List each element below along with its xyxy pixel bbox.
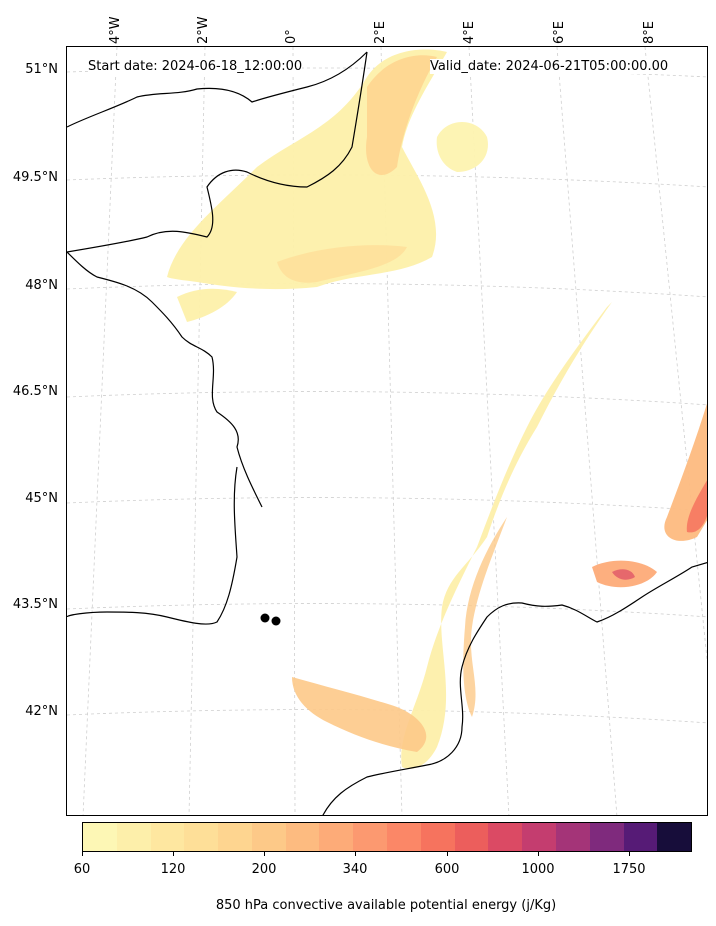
colorbar-tickmark: [82, 852, 83, 856]
gridline-lon-4e: [468, 47, 510, 815]
lat-label-42: 42°N: [25, 704, 58, 719]
colorbar-cell: [116, 823, 151, 851]
lon-label-4w: 4°W: [108, 16, 123, 44]
gridline-lon-6e: [556, 47, 618, 815]
lon-label-2e: 2°E: [373, 21, 388, 44]
colorbar-cell: [184, 823, 219, 851]
cape-region-east-core: [686, 480, 707, 533]
cape-region-belgium: [436, 122, 488, 172]
gridline-lon-4w: [82, 47, 118, 815]
colorbar-tick-label: 340: [342, 862, 368, 877]
coastline-channel: [67, 51, 368, 253]
station-marker: [260, 613, 270, 623]
colorbar-tick-label: 600: [434, 862, 460, 877]
colorbar-tick-label: 1750: [612, 862, 646, 877]
colorbar: [82, 822, 692, 852]
gridline-lat-48: [67, 283, 707, 298]
colorbar-cell: [285, 823, 320, 851]
map-canvas[interactable]: [67, 47, 708, 816]
lat-label-48: 48°N: [25, 278, 58, 293]
colorbar-tick-label: 120: [160, 862, 186, 877]
cape-region-north-core: [366, 55, 437, 176]
colorbar-cell: [353, 823, 388, 851]
colorbar-tickmark: [173, 852, 174, 856]
colorbar-cell: [218, 823, 252, 851]
coastline-brittany: [67, 251, 263, 508]
lon-label-6e: 6°E: [552, 21, 567, 44]
colorbar-cell: [555, 823, 590, 851]
cape-region-channel: [177, 288, 237, 322]
map-frame[interactable]: [66, 46, 708, 816]
lat-label-43_5: 43.5°N: [12, 597, 58, 612]
coastline-biscay: [67, 466, 238, 625]
cape-region-riviera-core: [612, 569, 635, 580]
colorbar-tick-label: 1000: [521, 862, 555, 877]
cape-region-rhone: [401, 302, 612, 769]
colorbar-tick-label: 60: [73, 862, 91, 877]
lat-label-45: 45°N: [25, 491, 58, 506]
cape-region-rhone-core: [463, 517, 507, 717]
colorbar-tickmark: [355, 852, 356, 856]
colorbar-tickmark: [264, 852, 265, 856]
lon-label-4e: 4°E: [462, 21, 477, 44]
coastlines: [67, 51, 707, 815]
gridline-lat-45: [67, 497, 707, 512]
colorbar-cell: [251, 823, 286, 851]
colorbar-cell: [387, 823, 421, 851]
colorbar-label: 850 hPa convective available potential e…: [215, 898, 557, 913]
station-marker: [271, 616, 281, 626]
gridline-lon-8e: [644, 47, 707, 664]
colorbar-cell: [420, 823, 455, 851]
colorbar-cell: [657, 823, 692, 851]
colorbar-cell: [488, 823, 523, 851]
cape-region-north-mid: [277, 245, 407, 283]
colorbar-cell: [623, 823, 658, 851]
colorbar-cell: [454, 823, 489, 851]
cape-region-pyrenees: [292, 677, 427, 752]
lon-label-2w: 2°W: [196, 16, 211, 44]
colorbar-tick-label: 200: [251, 862, 277, 877]
colorbar-cell: [150, 823, 185, 851]
lat-label-51: 51°N: [25, 62, 58, 77]
colorbar-cell: [589, 823, 624, 851]
colorbar-cell: [319, 823, 354, 851]
colorbar-cell: [83, 823, 117, 851]
lon-label-0: 0°: [284, 29, 299, 44]
colorbar-tickmark: [629, 852, 630, 856]
cape-field: [167, 49, 707, 769]
coastline-uk: [67, 51, 368, 128]
coastline-med: [322, 561, 707, 815]
station-markers: [260, 613, 281, 626]
colorbar-tickmark: [447, 852, 448, 856]
lat-label-46_5: 46.5°N: [12, 384, 58, 399]
start-date-text: Start date: 2024-06-18_12:00:00: [88, 59, 303, 74]
gridline-lon-2w: [188, 47, 206, 815]
gridline-lat-46_5: [67, 391, 707, 406]
lon-label-8e: 8°E: [642, 21, 657, 44]
valid-date-text: Valid_date: 2024-06-21T05:00:00.00: [430, 59, 669, 74]
colorbar-cell: [522, 823, 556, 851]
gridline-lat-43_5: [67, 603, 707, 618]
lat-label-49_5: 49.5°N: [12, 170, 58, 185]
colorbar-tickmark: [538, 852, 539, 856]
